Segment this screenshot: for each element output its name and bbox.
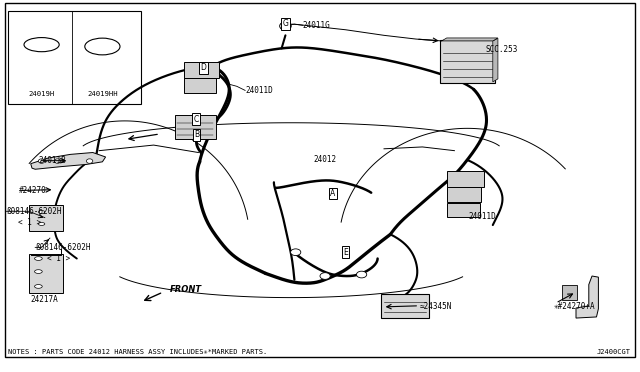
FancyBboxPatch shape — [184, 62, 219, 78]
FancyBboxPatch shape — [184, 78, 216, 93]
Text: 24019H: 24019H — [28, 91, 55, 97]
Ellipse shape — [35, 257, 42, 260]
Text: B: B — [194, 130, 199, 139]
Text: 24011D: 24011D — [245, 86, 273, 95]
Polygon shape — [493, 38, 498, 82]
Text: 24217A: 24217A — [31, 295, 58, 304]
Text: < 1 >: < 1 > — [47, 254, 70, 263]
FancyBboxPatch shape — [29, 254, 63, 293]
Ellipse shape — [35, 270, 42, 273]
Polygon shape — [31, 153, 106, 169]
Ellipse shape — [38, 159, 45, 163]
Text: 24019HH: 24019HH — [87, 91, 118, 97]
Ellipse shape — [280, 22, 291, 30]
Ellipse shape — [38, 222, 45, 225]
FancyBboxPatch shape — [29, 205, 63, 231]
Text: 24012: 24012 — [314, 155, 337, 164]
Text: 24011B: 24011B — [38, 156, 66, 165]
Text: #24270: #24270 — [19, 186, 47, 195]
FancyBboxPatch shape — [447, 187, 481, 202]
Polygon shape — [442, 38, 498, 41]
Text: 24011G: 24011G — [303, 21, 330, 30]
FancyBboxPatch shape — [175, 115, 216, 139]
FancyBboxPatch shape — [381, 294, 429, 318]
Ellipse shape — [24, 38, 60, 52]
Text: J2400CGT: J2400CGT — [596, 349, 630, 355]
Ellipse shape — [291, 249, 301, 256]
Text: E: E — [343, 248, 348, 257]
Text: ß08146-6202H: ß08146-6202H — [6, 207, 62, 216]
Text: ß08146-6202H: ß08146-6202H — [35, 243, 91, 252]
Text: SCC.253: SCC.253 — [485, 45, 518, 54]
FancyBboxPatch shape — [447, 171, 484, 187]
FancyBboxPatch shape — [447, 203, 480, 217]
Text: D: D — [200, 63, 207, 72]
Text: NOTES : PARTS CODE 24012 HARNESS ASSY INCLUDES✳*MARKED PARTS.: NOTES : PARTS CODE 24012 HARNESS ASSY IN… — [8, 349, 267, 355]
Text: 24011D: 24011D — [468, 212, 496, 221]
Bar — [8, 11, 141, 104]
Ellipse shape — [85, 38, 120, 55]
Text: A: A — [330, 189, 335, 198]
Text: ≃24345N: ≃24345N — [419, 302, 452, 311]
Ellipse shape — [356, 271, 367, 278]
Ellipse shape — [54, 159, 61, 163]
Text: FRONT: FRONT — [170, 285, 202, 294]
Ellipse shape — [35, 285, 42, 288]
Text: < 1 >: < 1 > — [18, 218, 41, 227]
Polygon shape — [576, 276, 598, 318]
Text: C: C — [194, 115, 199, 124]
FancyBboxPatch shape — [440, 40, 495, 83]
Text: G: G — [282, 19, 289, 28]
Ellipse shape — [38, 211, 45, 214]
Ellipse shape — [86, 159, 93, 163]
FancyBboxPatch shape — [562, 285, 577, 300]
Ellipse shape — [320, 273, 330, 279]
Text: ✳#24270+A: ✳#24270+A — [554, 302, 596, 311]
